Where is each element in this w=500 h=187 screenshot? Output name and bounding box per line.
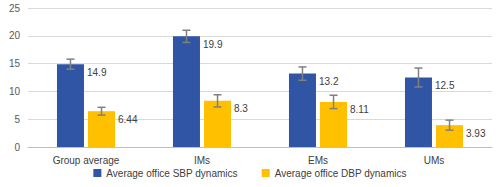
svg-text:3.93: 3.93 bbox=[466, 128, 486, 139]
svg-text:IMs: IMs bbox=[194, 155, 210, 166]
svg-text:0: 0 bbox=[14, 142, 20, 153]
svg-text:12.5: 12.5 bbox=[435, 80, 455, 91]
svg-text:UMs: UMs bbox=[424, 155, 445, 166]
svg-text:6.44: 6.44 bbox=[118, 114, 138, 125]
svg-text:Average office SBP dynamics: Average office SBP dynamics bbox=[106, 168, 237, 179]
svg-text:20: 20 bbox=[9, 30, 21, 41]
svg-text:15: 15 bbox=[9, 58, 21, 69]
svg-text:14.9: 14.9 bbox=[87, 67, 107, 78]
svg-text:Average office DBP dynamics: Average office DBP dynamics bbox=[275, 168, 407, 179]
svg-text:Group average: Group average bbox=[53, 155, 120, 166]
svg-text:13.2: 13.2 bbox=[319, 76, 339, 87]
svg-text:19.9: 19.9 bbox=[203, 39, 223, 50]
svg-text:8.11: 8.11 bbox=[350, 104, 369, 115]
svg-text:5: 5 bbox=[14, 114, 20, 125]
svg-text:8.3: 8.3 bbox=[234, 103, 248, 114]
svg-text:25: 25 bbox=[9, 3, 21, 14]
svg-text:EMs: EMs bbox=[308, 155, 328, 166]
svg-text:10: 10 bbox=[9, 86, 21, 97]
